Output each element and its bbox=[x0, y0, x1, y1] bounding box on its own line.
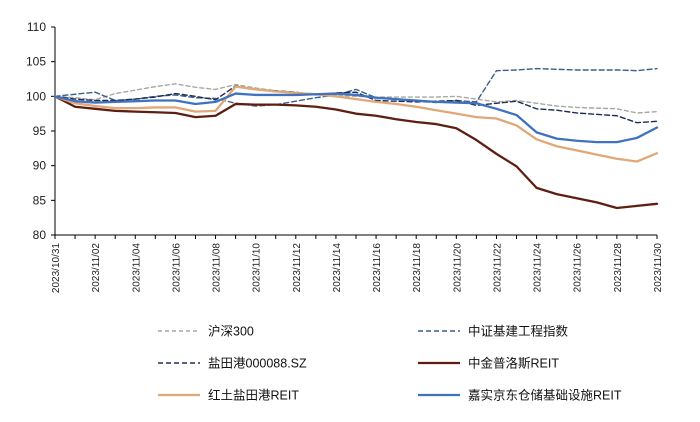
legend-item-6: 嘉实京东仓储基础设施REIT bbox=[418, 388, 622, 403]
x-tick-label: 2023/11/30 bbox=[653, 243, 664, 293]
legend-item-5: 红土盐田港REIT bbox=[158, 388, 299, 403]
x-tick-label: 2023/11/10 bbox=[252, 243, 263, 293]
x-tick-label: 2023/11/08 bbox=[212, 243, 223, 293]
series-line-1 bbox=[54, 83, 658, 114]
x-tick-label: 2023/11/06 bbox=[171, 243, 182, 293]
x-tick-label: 2023/11/02 bbox=[91, 243, 102, 293]
y-tick-label: 95 bbox=[33, 124, 47, 138]
y-tick-label: 85 bbox=[33, 193, 47, 207]
legend-item-4: 中金普洛斯REIT bbox=[418, 356, 559, 371]
y-tick-label: 110 bbox=[27, 20, 46, 34]
y-tick-label: 90 bbox=[33, 159, 47, 173]
x-tick-label: 2023/11/26 bbox=[573, 243, 584, 293]
legend-item-3: 盐田港000088.SZ bbox=[158, 357, 307, 371]
legend-label: 中金普洛斯REIT bbox=[468, 356, 559, 371]
x-tick-label: 2023/11/28 bbox=[613, 243, 624, 293]
legend-label: 中证基建工程指数 bbox=[468, 324, 569, 339]
y-tick-label: 105 bbox=[26, 55, 46, 69]
legend-label: 沪深300 bbox=[208, 325, 254, 339]
legend-label: 盐田港000088.SZ bbox=[208, 357, 307, 371]
x-tick-label: 2023/11/16 bbox=[372, 243, 383, 293]
y-tick-label: 80 bbox=[33, 228, 47, 242]
legend-item-1: 沪深300 bbox=[158, 325, 254, 339]
legend-label: 红土盐田港REIT bbox=[208, 388, 299, 403]
x-tick-label: 2023/10/31 bbox=[51, 243, 62, 293]
series-line-3 bbox=[54, 85, 658, 124]
x-tick-label: 2023/11/22 bbox=[492, 243, 503, 293]
x-tick-label: 2023/11/18 bbox=[412, 243, 423, 293]
x-tick-label: 2023/11/14 bbox=[332, 243, 343, 293]
y-tick-label: 100 bbox=[26, 89, 46, 103]
series-line-2 bbox=[54, 67, 658, 107]
legend-label: 嘉实京东仓储基础设施REIT bbox=[468, 388, 622, 403]
series-lines bbox=[53, 67, 659, 210]
legend-item-2: 中证基建工程指数 bbox=[418, 324, 569, 339]
x-tick-label: 2023/11/20 bbox=[452, 243, 463, 293]
x-tick-label: 2023/11/12 bbox=[292, 243, 303, 293]
x-tick-label: 2023/11/24 bbox=[533, 243, 544, 293]
series-line-6 bbox=[53, 92, 659, 144]
axes-layer: 80 85 90 95 100 105 110 2023/10/31 2023/11/02 202… bbox=[26, 20, 664, 293]
series-line-5 bbox=[53, 85, 659, 163]
series-line-4 bbox=[53, 95, 659, 210]
x-tick-label: 2023/11/04 bbox=[131, 243, 142, 293]
